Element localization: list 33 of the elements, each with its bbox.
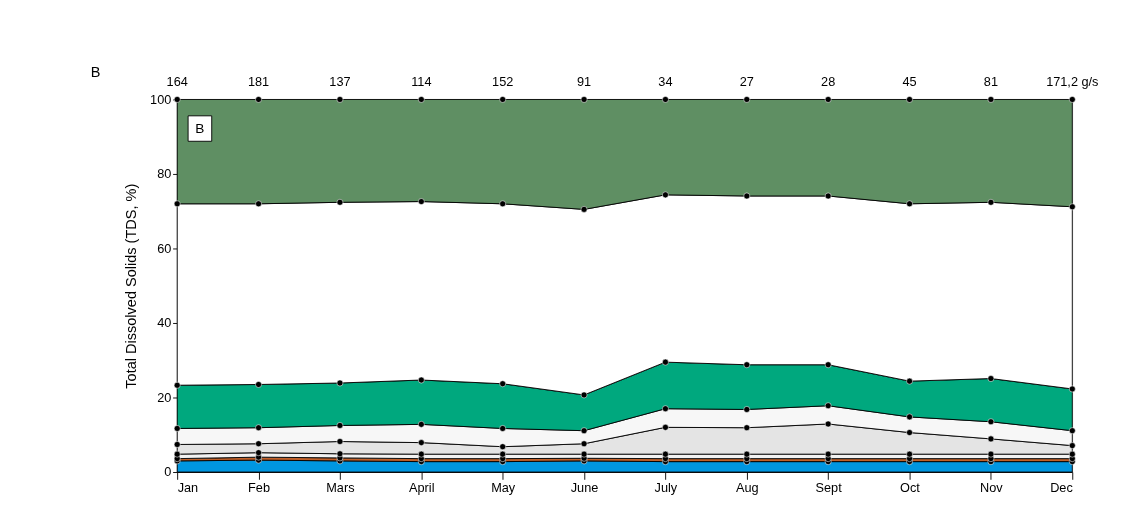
text: 81 — [983, 73, 998, 89]
x-tick-label: Nov — [980, 479, 1004, 495]
x-tick-label: June — [570, 479, 599, 495]
x-tick-label: Oct — [900, 479, 921, 495]
x-tick-label: Aug — [735, 479, 759, 495]
text: 171,2 g/s — [1046, 73, 1099, 89]
x-tick-label: July — [654, 479, 678, 495]
text: 91 — [576, 73, 592, 89]
y-tick-label: 80 — [157, 166, 172, 182]
text: 181 — [247, 73, 270, 89]
y-tick-label: 100 — [150, 91, 172, 107]
text: 152 — [492, 73, 514, 89]
text: 27 — [739, 73, 754, 89]
text: 34 — [658, 73, 673, 89]
text: 137 — [329, 73, 351, 89]
text: 114 — [411, 73, 432, 89]
x-tick-label: May — [491, 479, 516, 495]
text: B — [90, 63, 101, 80]
x-tick-label: Feb — [248, 479, 270, 495]
y-tick-label: 0 — [164, 464, 172, 480]
x-tick-label: Jan — [177, 479, 199, 495]
text: 45 — [902, 73, 917, 89]
x-tick-label: Mars — [326, 479, 355, 495]
x-tick-label: April — [409, 479, 435, 495]
text: 28 — [821, 73, 836, 89]
y-tick-label: 40 — [157, 315, 172, 331]
y-tick-label: 20 — [157, 389, 172, 405]
y-tick-label: 60 — [157, 240, 172, 256]
x-tick-label: Sept — [815, 479, 843, 495]
y-axis-title: Total Dissolved Solids (TDS, %) — [123, 183, 140, 389]
annotation: B — [195, 121, 205, 137]
x-tick-label: Dec — [1050, 479, 1074, 495]
text: 164 — [166, 73, 188, 89]
